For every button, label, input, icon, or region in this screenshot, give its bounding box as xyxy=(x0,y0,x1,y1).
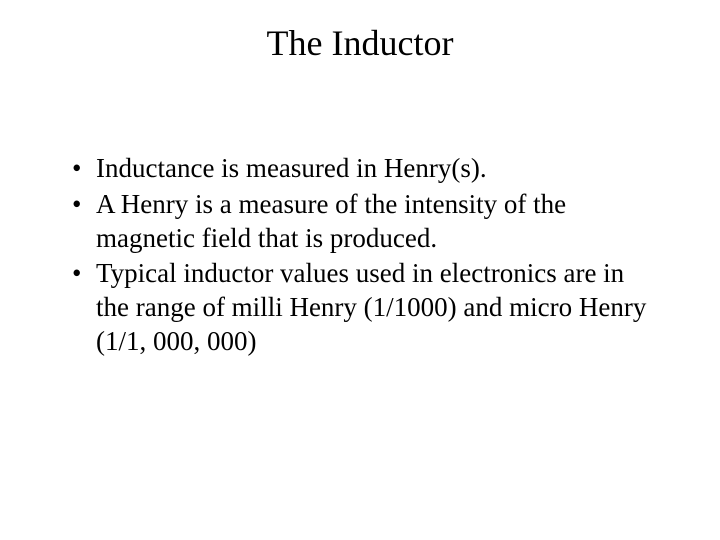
slide-title: The Inductor xyxy=(0,0,720,74)
list-item: Typical inductor values used in electron… xyxy=(72,257,660,358)
list-item: Inductance is measured in Henry(s). xyxy=(72,152,660,186)
bullet-list: Inductance is measured in Henry(s). A He… xyxy=(0,152,720,359)
list-item: A Henry is a measure of the intensity of… xyxy=(72,188,660,256)
